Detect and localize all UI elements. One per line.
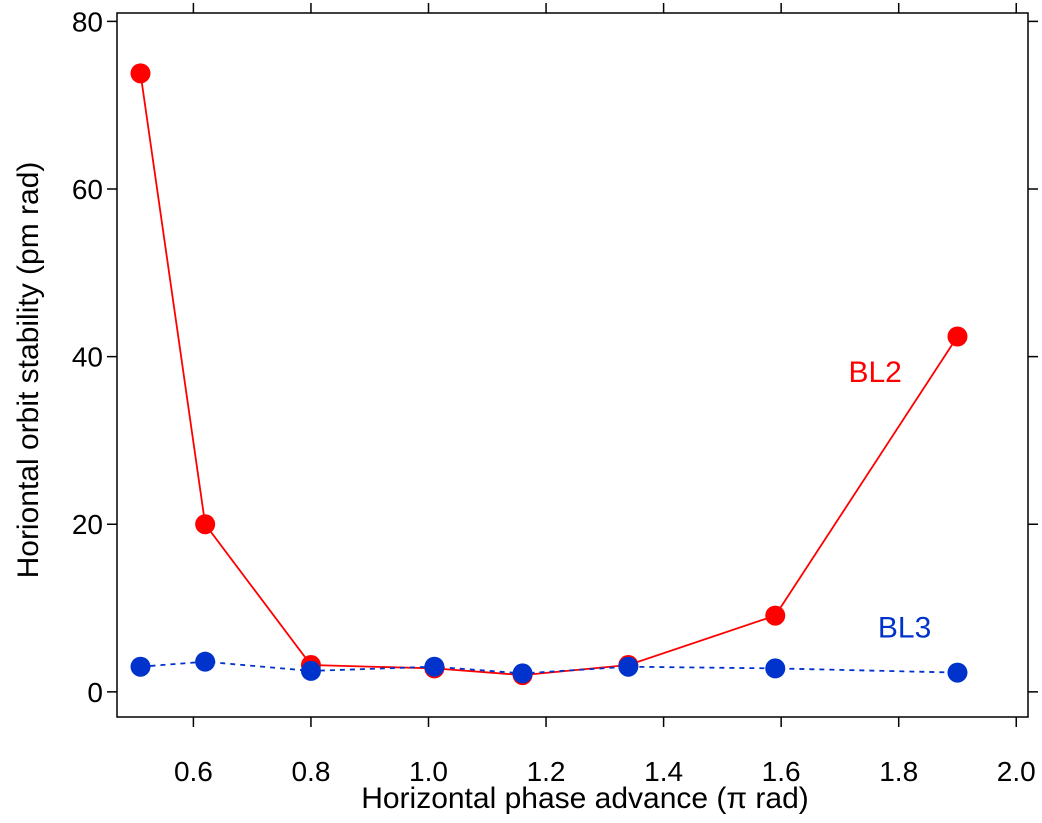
y-tick-label: 20 xyxy=(72,509,103,540)
x-tick-label: 1.8 xyxy=(879,756,918,787)
data-point-bl3 xyxy=(512,663,533,684)
y-tick-label: 0 xyxy=(87,677,103,708)
series-line-bl2 xyxy=(139,73,959,676)
y-tick-label: 60 xyxy=(72,174,103,205)
x-tick-label: 1.6 xyxy=(762,756,801,787)
data-point-bl3 xyxy=(618,656,639,677)
data-point-bl3 xyxy=(424,656,445,677)
y-axis-title: Horiontal orbit stability (pm rad) xyxy=(12,162,45,579)
x-tick-label: 1.0 xyxy=(409,756,448,787)
x-tick-label: 0.8 xyxy=(291,756,330,787)
data-point-bl3 xyxy=(195,651,216,672)
data-point-bl2 xyxy=(130,63,151,84)
plot-frame xyxy=(116,12,1029,718)
series-layer xyxy=(130,63,968,686)
annotation-layer: BL2 BL3 xyxy=(848,356,931,645)
x-tick-label: 1.4 xyxy=(644,756,683,787)
data-point-bl3 xyxy=(300,660,321,681)
data-point-bl3 xyxy=(765,658,786,679)
x-axis-ticks: 0.6 0.8 1.0 1.2 1.4 1.6 1.8 2.0 xyxy=(174,3,1036,787)
series-label-bl3: BL3 xyxy=(878,611,931,644)
x-tick-label: 1.2 xyxy=(527,756,566,787)
data-point-bl2 xyxy=(195,514,216,535)
data-point-bl2 xyxy=(947,326,968,347)
x-tick-label: 2.0 xyxy=(997,756,1036,787)
y-tick-label: 80 xyxy=(72,6,103,37)
series-label-bl2: BL2 xyxy=(848,356,901,389)
x-tick-label: 0.6 xyxy=(174,756,213,787)
x-axis-title: Horizontal phase advance (π rad) xyxy=(361,782,809,815)
data-point-bl3 xyxy=(130,656,151,677)
y-axis-ticks: 0 20 40 60 80 xyxy=(72,6,1038,708)
data-point-bl2 xyxy=(765,605,786,626)
y-tick-label: 40 xyxy=(72,342,103,373)
data-point-bl3 xyxy=(947,662,968,683)
series-line-bl3 xyxy=(140,660,958,675)
